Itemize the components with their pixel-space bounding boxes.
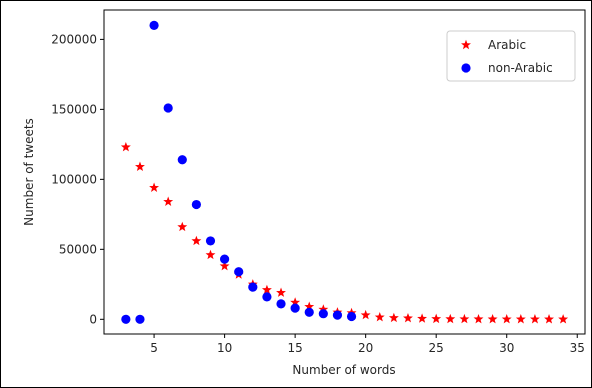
x-tick-label: 30 <box>499 341 514 355</box>
arabic-point <box>219 260 230 271</box>
arabic-point <box>205 249 216 260</box>
non-arabic-point <box>332 310 343 320</box>
arabic-point <box>276 287 286 297</box>
arabic-point <box>374 312 385 322</box>
non-arabic-point <box>234 267 244 277</box>
arabic-point <box>459 313 470 324</box>
legend-marker-non-arabic <box>461 63 471 73</box>
x-tick-label: 5 <box>150 341 158 355</box>
arabic-point <box>135 161 145 171</box>
x-tick-label: 20 <box>358 341 373 355</box>
x-tick-label: 15 <box>287 341 302 355</box>
non-arabic-point <box>205 236 216 246</box>
non-arabic-point <box>149 20 159 30</box>
arabic-point <box>473 313 484 324</box>
arabic-point <box>261 284 272 295</box>
non-arabic-point <box>177 155 187 165</box>
arabic-point <box>544 314 554 324</box>
non-arabic-point <box>163 103 173 113</box>
x-axis-label: Number of words <box>292 363 395 377</box>
legend-box <box>446 30 576 82</box>
x-axis: 5 10 15 20 25 30 35 <box>150 334 585 355</box>
y-tick-label: 200000 <box>51 32 97 46</box>
non-arabic-point <box>191 199 201 210</box>
y-tick-label: 150000 <box>51 102 97 116</box>
arabic-point <box>515 314 526 324</box>
x-tick-label: 35 <box>570 341 585 355</box>
x-tick-label: 10 <box>217 341 232 355</box>
arabic-point <box>163 196 174 206</box>
data-points <box>120 20 569 324</box>
arabic-point <box>501 314 512 324</box>
non-arabic-point <box>248 282 258 292</box>
arabic-point <box>149 182 160 192</box>
non-arabic-point <box>318 309 328 319</box>
legend-label-non-arabic: non-Arabic <box>488 61 553 75</box>
arabic-point <box>445 313 456 324</box>
x-tick-label: 25 <box>429 341 444 355</box>
non-arabic-point <box>290 303 300 313</box>
non-arabic-point <box>346 311 357 322</box>
legend-circle-icon <box>461 63 471 73</box>
arabic-point <box>120 141 131 152</box>
arabic-point <box>558 314 569 324</box>
non-arabic-point <box>135 314 145 324</box>
non-arabic-point <box>220 254 230 264</box>
arabic-point <box>318 304 329 314</box>
non-arabic-point <box>262 292 272 302</box>
legend-marker-arabic <box>461 39 471 50</box>
arabic-point <box>388 312 399 323</box>
y-axis: 0 50000 100000 150000 200000 <box>51 32 104 326</box>
y-tick-label: 0 <box>89 312 97 326</box>
arabic-point <box>403 312 413 323</box>
y-tick-label: 50000 <box>59 242 97 256</box>
arabic-point <box>191 235 202 246</box>
y-axis-label: Number of tweets <box>22 118 36 226</box>
y-tick-label: 100000 <box>51 172 97 186</box>
arabic-point <box>360 309 371 320</box>
arabic-point <box>431 313 442 324</box>
arabic-point <box>290 297 301 307</box>
arabic-point <box>177 221 188 232</box>
arabic-point <box>417 313 428 323</box>
arabic-point <box>304 301 315 311</box>
non-arabic-point <box>276 299 286 309</box>
non-arabic-point <box>304 307 314 317</box>
legend-star-icon <box>461 39 471 50</box>
legend: Arabic non-Arabic <box>446 30 576 82</box>
arabic-point <box>487 313 498 324</box>
non-arabic-point <box>121 314 131 324</box>
legend-label-arabic: Arabic <box>488 38 526 52</box>
arabic-point <box>529 314 540 324</box>
